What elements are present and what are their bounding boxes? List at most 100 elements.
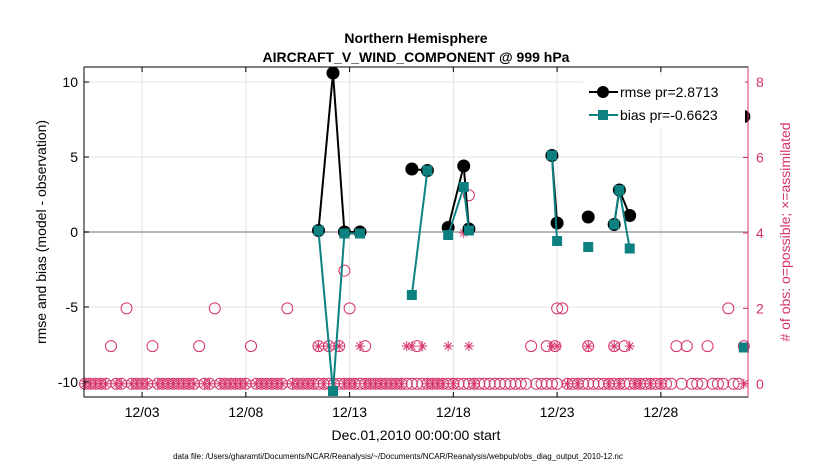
obs-assimilated-stroke xyxy=(563,379,572,388)
obs-assimilated-stroke xyxy=(615,379,624,388)
legend-rmse-marker xyxy=(597,86,609,98)
obs-possible-marker xyxy=(701,340,714,353)
series-1-segment xyxy=(317,230,334,392)
y-tick-label: 5 xyxy=(70,149,78,165)
rmse-point xyxy=(457,159,471,173)
obs-assimilated-stroke xyxy=(656,379,665,388)
obs-possible-marker xyxy=(499,377,512,390)
obs-assimilated-marker xyxy=(116,378,127,389)
obs-assimilated-stroke xyxy=(444,342,453,350)
obs-assimilated-stroke xyxy=(397,379,406,388)
obs-assimilated-marker xyxy=(188,378,199,389)
obs-possible-marker xyxy=(193,340,206,353)
y2-tick-label: 8 xyxy=(756,74,764,90)
obs-assimilated-marker xyxy=(448,378,459,389)
obs-assimilated-stroke xyxy=(646,379,655,388)
obs-possible-marker xyxy=(680,340,693,353)
obs-assimilated-stroke xyxy=(101,379,110,388)
obs-possible-marker xyxy=(675,377,688,390)
legend-rmse-label: rmse pr=2.8713 xyxy=(620,84,719,100)
legend-bias-label: bias pr=-0.6623 xyxy=(620,107,718,123)
x-axis-label: Dec.01,2010 00:00:00 start xyxy=(332,427,501,443)
obs-assimilated-stroke xyxy=(470,379,478,388)
obs-assimilated-stroke xyxy=(553,342,561,350)
bias-point xyxy=(614,185,625,195)
obs-possible-marker xyxy=(696,377,709,390)
bias-point xyxy=(422,165,433,176)
bias-point xyxy=(609,219,620,230)
obs-assimilated-marker xyxy=(655,378,666,389)
rmse-point xyxy=(550,216,564,230)
y2-tick-label: 2 xyxy=(756,300,764,316)
obs-assimilated-stroke xyxy=(117,379,126,388)
obs-possible-marker xyxy=(685,377,698,390)
obs-assimilated-stroke xyxy=(605,379,613,388)
y-tick-label: 0 xyxy=(70,224,78,240)
bias-point xyxy=(406,290,417,300)
obs-possible-marker xyxy=(104,340,117,353)
bias-point xyxy=(313,225,324,236)
obs-possible-marker xyxy=(530,377,543,390)
x-tick-label: 12/03 xyxy=(125,404,160,420)
obs-assimilated-marker xyxy=(142,378,153,389)
y-tick-label: 10 xyxy=(62,74,78,90)
x-tick-label: 12/28 xyxy=(643,404,678,420)
legend-box xyxy=(583,77,745,129)
obs-assimilated-stroke xyxy=(449,379,458,388)
obs-possible-marker xyxy=(670,340,683,353)
bias-point xyxy=(552,236,563,246)
obs-assimilated-marker xyxy=(417,341,428,352)
y2-tick-label: 0 xyxy=(756,376,764,392)
obs-assimilated-stroke xyxy=(314,342,323,350)
series-1-segment xyxy=(462,186,470,231)
obs-possible-marker xyxy=(208,302,221,315)
obs-assimilated-marker xyxy=(204,378,215,389)
obs-assimilated-stroke xyxy=(143,379,152,388)
obs-assimilated-stroke xyxy=(309,379,318,388)
bias-point xyxy=(463,225,474,236)
series-0-segment xyxy=(317,72,334,231)
bias-point xyxy=(546,150,557,161)
obs-assimilated-marker xyxy=(603,378,614,389)
obs-possible-marker xyxy=(245,340,258,353)
obs-possible-marker xyxy=(525,340,538,353)
obs-assimilated-marker xyxy=(437,378,448,389)
bias-point xyxy=(328,386,338,396)
obs-assimilated-marker xyxy=(354,341,365,352)
obs-possible-marker xyxy=(722,302,735,315)
obs-assimilated-stroke xyxy=(205,379,214,388)
y-axis-label: rmse and bias (model - observation) xyxy=(33,120,49,344)
y-tick-label: -10 xyxy=(58,374,78,390)
bias-point xyxy=(458,182,469,192)
obs-assimilated-marker xyxy=(277,378,288,389)
obs-assimilated-marker xyxy=(463,341,474,352)
obs-possible-marker xyxy=(514,377,527,390)
obs-possible-marker xyxy=(535,377,548,390)
series-1-segment xyxy=(550,155,559,242)
obs-possible-marker xyxy=(146,340,159,353)
obs-possible-marker xyxy=(706,377,719,390)
bias-point xyxy=(339,228,350,239)
obs-possible-marker xyxy=(468,377,481,390)
obs-assimilated-stroke xyxy=(278,379,287,388)
x-tick-label: 12/13 xyxy=(332,404,367,420)
rmse-point xyxy=(326,66,340,80)
chart-subtitle: AIRCRAFT_V_WIND_COMPONENT @ 999 hPa xyxy=(263,49,570,65)
y2-tick-label: 4 xyxy=(756,225,764,241)
obs-possible-marker xyxy=(711,377,724,390)
obs-possible-marker xyxy=(504,377,517,390)
obs-count-markers xyxy=(79,189,750,390)
legend: rmse pr=2.8713 bias pr=-0.6623 xyxy=(583,77,745,129)
obs-assimilated-stroke xyxy=(573,379,582,388)
obs-possible-marker xyxy=(338,264,351,277)
obs-assimilated-marker xyxy=(240,378,251,389)
obs-assimilated-marker xyxy=(308,378,319,389)
obs-assimilated-stroke xyxy=(190,379,198,388)
obs-assimilated-marker xyxy=(318,378,329,389)
obs-assimilated-marker xyxy=(469,378,480,389)
bias-point xyxy=(354,228,365,239)
bias-point xyxy=(624,243,635,254)
obs-possible-marker xyxy=(488,377,501,390)
legend-bias-marker xyxy=(598,110,608,120)
